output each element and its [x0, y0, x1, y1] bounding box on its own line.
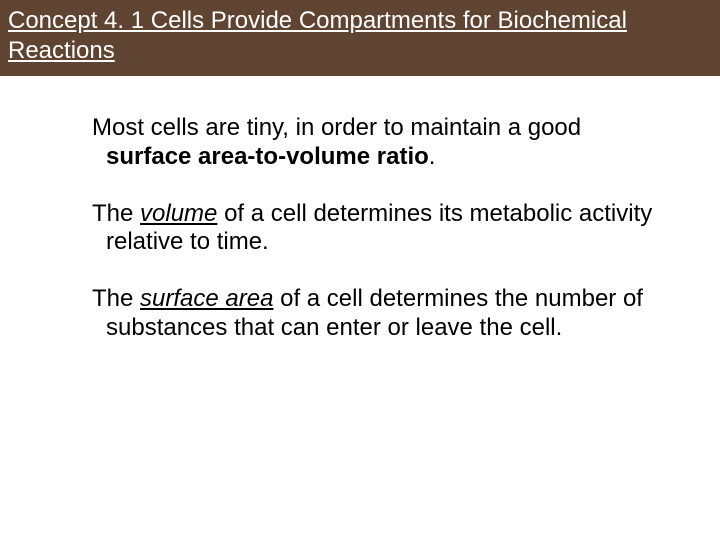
p1-run-2: . — [429, 143, 436, 170]
paragraph-3: The surface area of a cell determines th… — [92, 285, 660, 343]
p2-run-0: The — [92, 200, 140, 227]
paragraph-1: Most cells are tiny, in order to maintai… — [92, 114, 660, 172]
p1-run-0: Most cells are tiny, in order to maintai… — [92, 114, 581, 141]
slide-header: Concept 4. 1 Cells Provide Compartments … — [0, 0, 720, 76]
p3-run-0: The — [92, 285, 140, 312]
p2-run-1: volume — [140, 200, 217, 227]
paragraph-2: The volume of a cell determines its meta… — [92, 200, 660, 258]
p3-run-1: surface area — [140, 285, 273, 312]
p1-run-1: surface area-to-volume ratio — [106, 143, 429, 170]
slide: Concept 4. 1 Cells Provide Compartments … — [0, 0, 720, 540]
slide-title: Concept 4. 1 Cells Provide Compartments … — [8, 7, 627, 64]
slide-body: Most cells are tiny, in order to maintai… — [0, 76, 720, 343]
